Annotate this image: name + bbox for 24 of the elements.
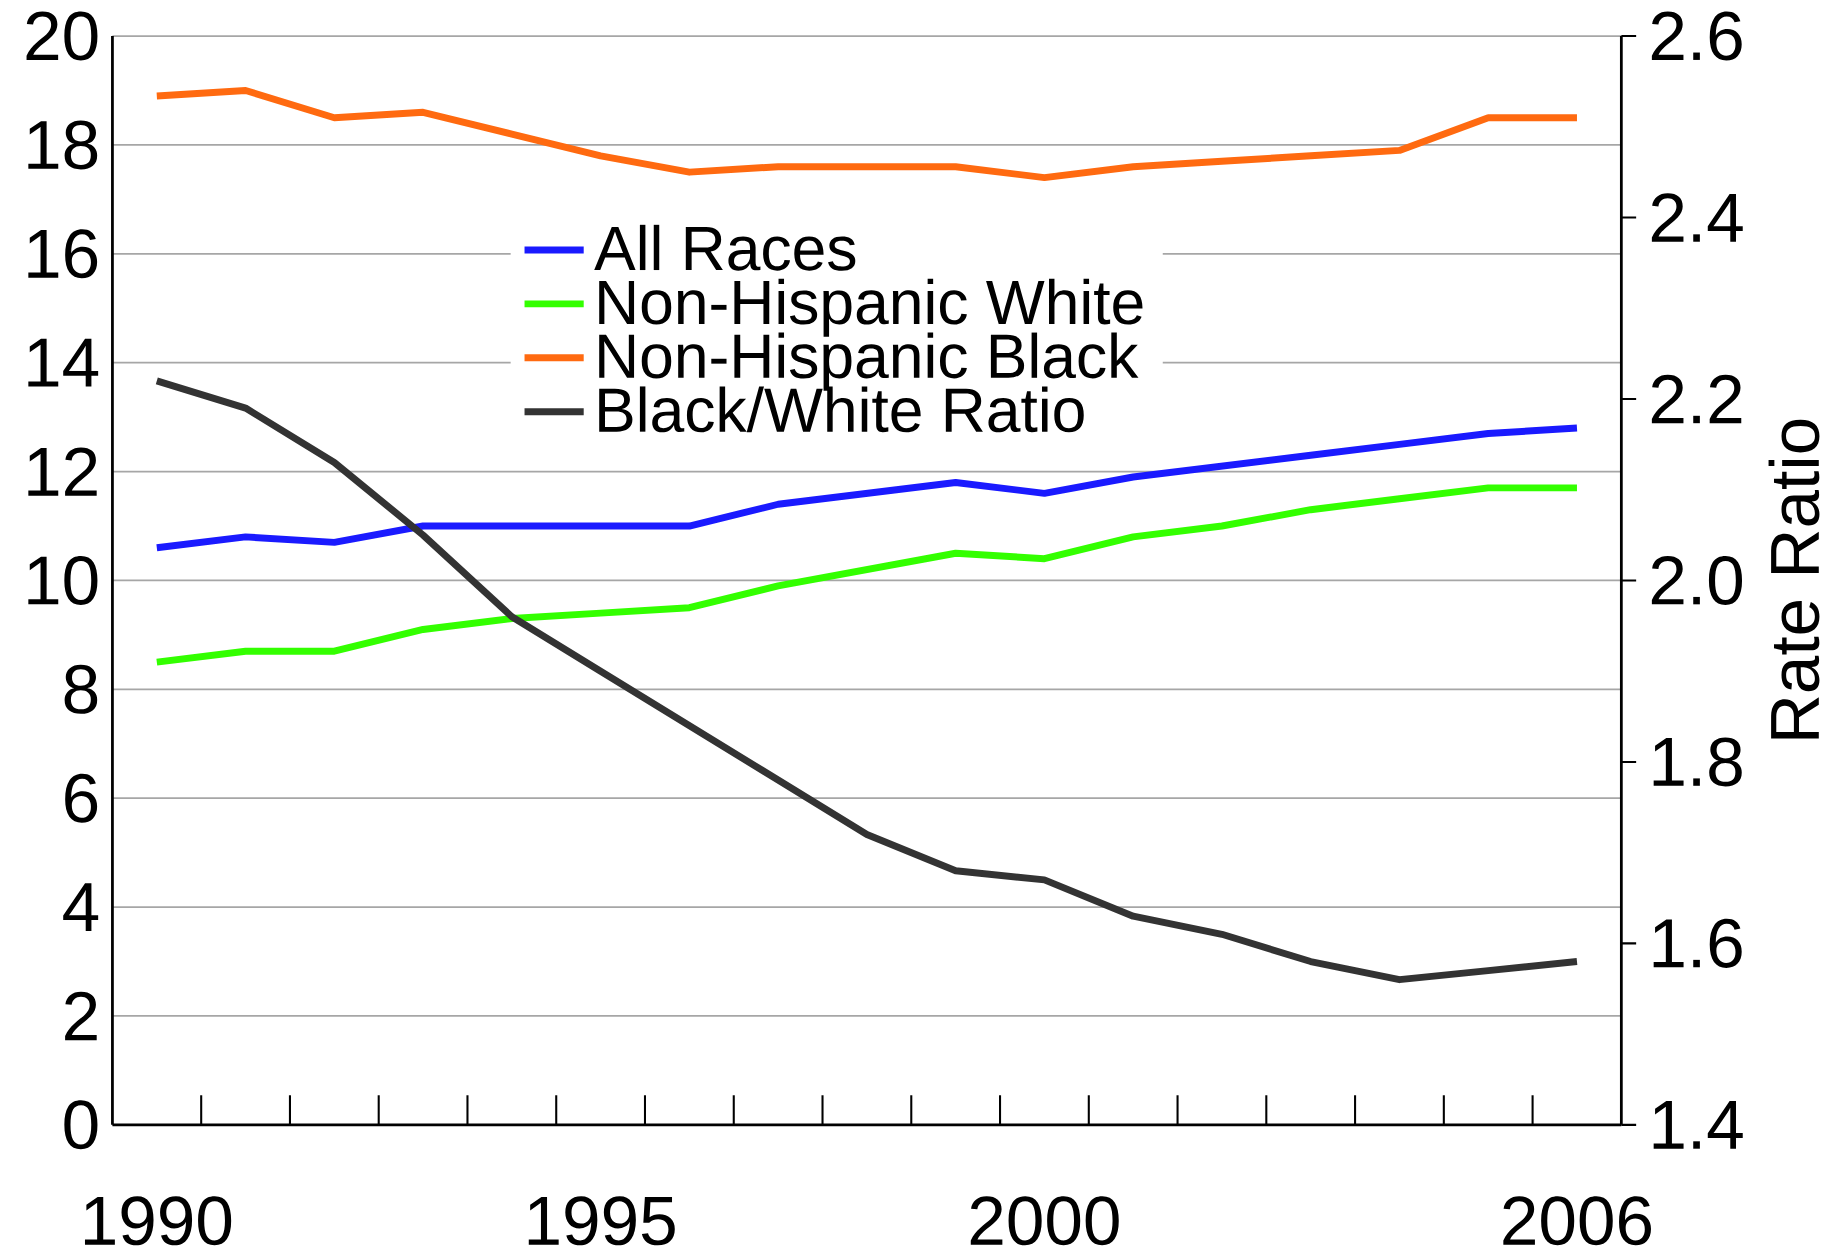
x-tick-label: 1995 (528, 1196, 675, 1246)
y2-tick-label: 2.6 (1651, 11, 1742, 61)
y2-tick-label: 1.8 (1653, 737, 1742, 787)
y2-tick-label: 1.4 (1653, 1101, 1743, 1149)
y2-tick-label: 2.2 (1651, 374, 1742, 424)
y2-tick-label: 2.0 (1651, 555, 1743, 606)
y-tick-label: 14 (28, 338, 99, 387)
y-tick-label: 16 (28, 229, 98, 279)
y-tick-label: 6 (65, 773, 98, 823)
y-tick-label: 8 (64, 664, 98, 714)
y-tick-label: 2 (65, 991, 97, 1041)
y-tick-label: 4 (63, 883, 99, 931)
x-tick-label: 2000 (970, 1196, 1119, 1246)
x-tick-label: 2006 (1503, 1196, 1651, 1246)
y2-tick-label: 2.4 (1651, 193, 1743, 242)
y-tick-label: 12 (28, 447, 97, 496)
y-tick-label: 10 (28, 555, 98, 606)
y-tick-label: 18 (28, 120, 98, 170)
y2-tick-label: 1.6 (1653, 918, 1742, 968)
x-tick-label: 1990 (84, 1196, 232, 1246)
y-tick-label: 0 (64, 1100, 98, 1150)
y2-axis-title: Rate Ratio (1768, 419, 1820, 739)
y-tick-label: 20 (26, 11, 98, 61)
legend-label: All Races (594, 224, 856, 271)
